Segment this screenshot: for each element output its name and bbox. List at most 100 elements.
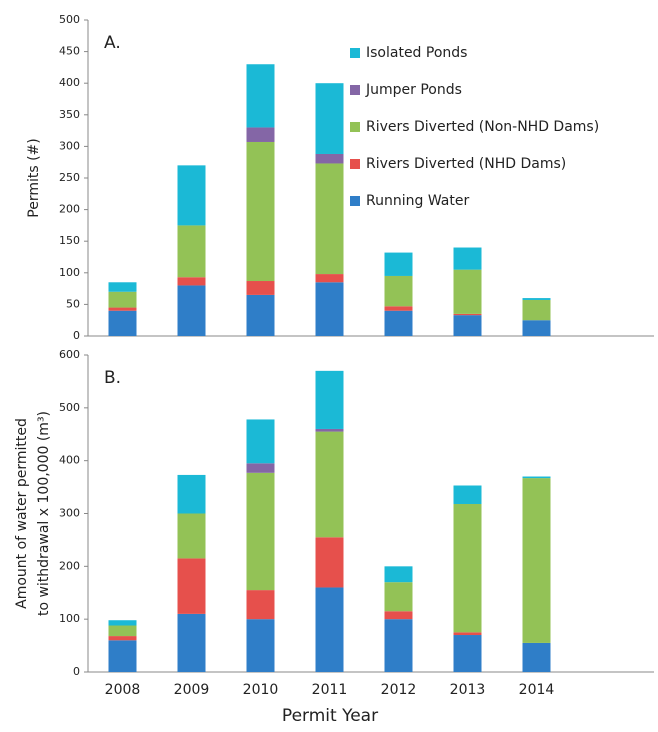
- y-tick-label: 0: [73, 665, 80, 678]
- bar-segment: [108, 310, 137, 336]
- bar-segment: [384, 310, 413, 336]
- legend-label: Jumper Ponds: [365, 82, 462, 98]
- bar-segment: [177, 285, 206, 336]
- bar-segment: [315, 370, 344, 429]
- y-tick-label: 350: [59, 108, 80, 121]
- bar-segment: [315, 537, 344, 588]
- legend-swatch: [350, 48, 360, 58]
- y-tick-label: 50: [66, 297, 80, 310]
- legend-label: Running Water: [366, 193, 469, 209]
- bar-segment: [177, 558, 206, 614]
- bar-segment: [315, 431, 344, 538]
- y-tick-label: 200: [59, 203, 80, 216]
- bar-segment: [246, 294, 275, 336]
- bar-segment: [453, 269, 482, 314]
- bar-segment: [246, 64, 275, 128]
- x-tick-label: 2014: [519, 682, 555, 698]
- y-tick-label: 250: [59, 171, 80, 184]
- bar-segment: [246, 472, 275, 591]
- y-axis-label: Permits (#): [26, 138, 42, 217]
- bar-segment: [384, 252, 413, 276]
- y-axis-label: to withdrawal x 100,000 (m³): [36, 411, 52, 616]
- x-tick-label: 2012: [381, 682, 417, 698]
- bar-segment: [108, 625, 137, 637]
- bar-segment: [522, 642, 551, 672]
- bar-segment: [108, 640, 137, 672]
- bar-segment: [246, 281, 275, 295]
- bar-segment: [108, 291, 137, 308]
- bar-segment: [315, 282, 344, 336]
- panel-label: A.: [104, 33, 121, 53]
- y-tick-label: 400: [59, 76, 80, 89]
- y-tick-label: 100: [59, 612, 80, 625]
- legend-label: Isolated Ponds: [366, 45, 467, 61]
- x-tick-label: 2009: [174, 682, 210, 698]
- y-tick-label: 400: [59, 454, 80, 467]
- bar-segment: [177, 165, 206, 226]
- bar-segment: [384, 306, 413, 311]
- bar-segment: [522, 299, 551, 321]
- legend-label: Rivers Diverted (Non-NHD Dams): [366, 119, 599, 135]
- x-tick-label: 2010: [243, 682, 279, 698]
- bar-segment: [246, 590, 275, 620]
- bar-segment: [108, 636, 137, 641]
- y-tick-label: 300: [59, 507, 80, 520]
- bar-segment: [384, 619, 413, 672]
- bar-segment: [453, 247, 482, 270]
- bar-segment: [315, 428, 344, 432]
- bar-segment: [384, 566, 413, 583]
- y-tick-label: 0: [73, 329, 80, 342]
- bar-segment: [246, 141, 275, 282]
- y-tick-label: 300: [59, 139, 80, 152]
- bar-segment: [315, 83, 344, 154]
- legend-swatch: [350, 196, 360, 206]
- x-tick-label: 2011: [312, 682, 348, 698]
- y-axis-label: Amount of water permitted: [14, 418, 30, 609]
- bar-segment: [177, 613, 206, 672]
- bar-segment: [453, 635, 482, 672]
- bar-segment: [246, 463, 275, 473]
- bar-segment: [384, 582, 413, 612]
- y-tick-label: 500: [59, 401, 80, 414]
- legend-swatch: [350, 159, 360, 169]
- bar-segment: [315, 587, 344, 672]
- bar-segment: [315, 153, 344, 164]
- bar-segment: [177, 225, 206, 278]
- bar-segment: [453, 632, 482, 636]
- bar-segment: [108, 282, 137, 292]
- bar-segment: [453, 313, 482, 316]
- bar-segment: [246, 619, 275, 672]
- bar-segment: [522, 476, 551, 479]
- bar-segment: [522, 298, 551, 300]
- x-tick-label: 2013: [450, 682, 486, 698]
- legend-swatch: [350, 122, 360, 132]
- bar-segment: [522, 320, 551, 336]
- bar-segment: [246, 419, 275, 464]
- y-tick-label: 100: [59, 266, 80, 279]
- bar-segment: [453, 315, 482, 336]
- y-tick-label: 200: [59, 559, 80, 572]
- bar-segment: [177, 277, 206, 286]
- bar-segment: [522, 478, 551, 643]
- legend-label: Rivers Diverted (NHD Dams): [366, 156, 566, 172]
- bar-segment: [177, 513, 206, 559]
- x-tick-label: 2008: [105, 682, 141, 698]
- bar-segment: [108, 307, 137, 311]
- bar-segment: [108, 620, 137, 626]
- bar-segment: [315, 274, 344, 283]
- bar-segment: [177, 474, 206, 514]
- bar-segment: [246, 127, 275, 142]
- bar-segment: [453, 503, 482, 633]
- bar-segment: [384, 611, 413, 620]
- y-tick-label: 600: [59, 348, 80, 361]
- x-axis-label: Permit Year: [282, 706, 378, 726]
- y-tick-label: 500: [59, 13, 80, 26]
- legend-swatch: [350, 85, 360, 95]
- bar-segment: [453, 485, 482, 504]
- bar-segment: [384, 275, 413, 307]
- panel-label: B.: [104, 368, 121, 388]
- bar-segment: [315, 163, 344, 275]
- y-tick-label: 450: [59, 45, 80, 58]
- y-tick-label: 150: [59, 234, 80, 247]
